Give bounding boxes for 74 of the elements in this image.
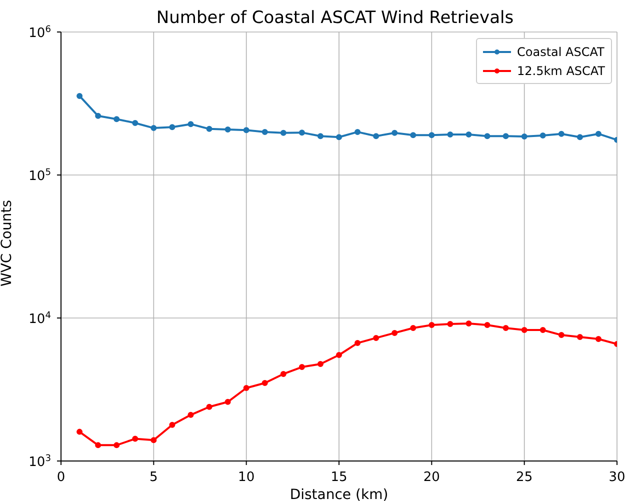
point	[243, 384, 250, 391]
point	[317, 360, 324, 367]
point	[373, 334, 380, 341]
legend-label: Coastal ASCAT	[517, 44, 604, 58]
point	[484, 133, 490, 140]
point	[132, 436, 138, 442]
point	[447, 131, 454, 138]
point	[521, 133, 528, 140]
point	[76, 428, 83, 435]
point	[224, 398, 231, 405]
point	[188, 412, 194, 418]
point	[595, 336, 602, 342]
y-axis-title: WVC Counts	[0, 200, 15, 286]
point	[150, 125, 157, 132]
point	[576, 134, 583, 140]
point	[354, 128, 361, 135]
chart-title: Number of Coastal ASCAT Wind Retrievals	[156, 8, 514, 28]
point	[576, 334, 583, 340]
point	[206, 404, 212, 410]
point	[558, 130, 564, 137]
point	[466, 320, 472, 327]
point	[169, 422, 176, 428]
point	[392, 130, 398, 136]
point	[150, 437, 157, 444]
point	[595, 130, 602, 137]
point	[317, 133, 324, 140]
point	[392, 330, 398, 336]
x-tick-label: 10	[238, 470, 255, 485]
point	[540, 132, 546, 138]
point	[428, 132, 435, 138]
point	[169, 124, 176, 130]
point	[76, 92, 83, 99]
point	[484, 322, 490, 328]
point	[298, 364, 305, 370]
y-tick-label: 10$^{3}$	[28, 454, 52, 470]
point	[132, 120, 138, 126]
point	[95, 112, 102, 119]
y-tick-label: 10$^{5}$	[28, 168, 51, 184]
point	[410, 325, 416, 332]
x-tick-label: 5	[150, 470, 158, 485]
point	[206, 126, 212, 132]
x-axis-title: Distance (km)	[290, 487, 388, 501]
point	[502, 133, 509, 140]
point	[262, 380, 268, 386]
point	[336, 134, 342, 140]
point	[224, 126, 231, 133]
point	[521, 327, 528, 334]
point	[298, 130, 305, 136]
x-tick-label: 20	[423, 470, 440, 485]
point	[95, 442, 102, 448]
y-tick-label: 10$^{4}$	[28, 311, 52, 327]
point	[466, 131, 472, 138]
x-tick-label: 0	[56, 470, 66, 485]
point	[502, 325, 509, 332]
point	[540, 327, 546, 334]
x-tick-label: 30	[608, 470, 626, 485]
point	[373, 133, 380, 140]
point	[243, 127, 250, 134]
point	[280, 130, 286, 136]
legend-label: 12.5km ASCAT	[517, 64, 605, 78]
point	[336, 352, 342, 358]
point	[558, 332, 564, 338]
point	[188, 121, 194, 128]
point	[354, 340, 361, 346]
y-tick-label: 10$^{6}$	[28, 25, 52, 41]
point	[428, 322, 435, 328]
point	[114, 116, 120, 122]
x-tick-label: 25	[516, 470, 533, 485]
point	[262, 128, 268, 135]
x-tick-label: 15	[330, 470, 348, 485]
point	[114, 442, 120, 448]
point	[447, 320, 454, 327]
point	[280, 370, 286, 377]
point	[410, 132, 416, 138]
